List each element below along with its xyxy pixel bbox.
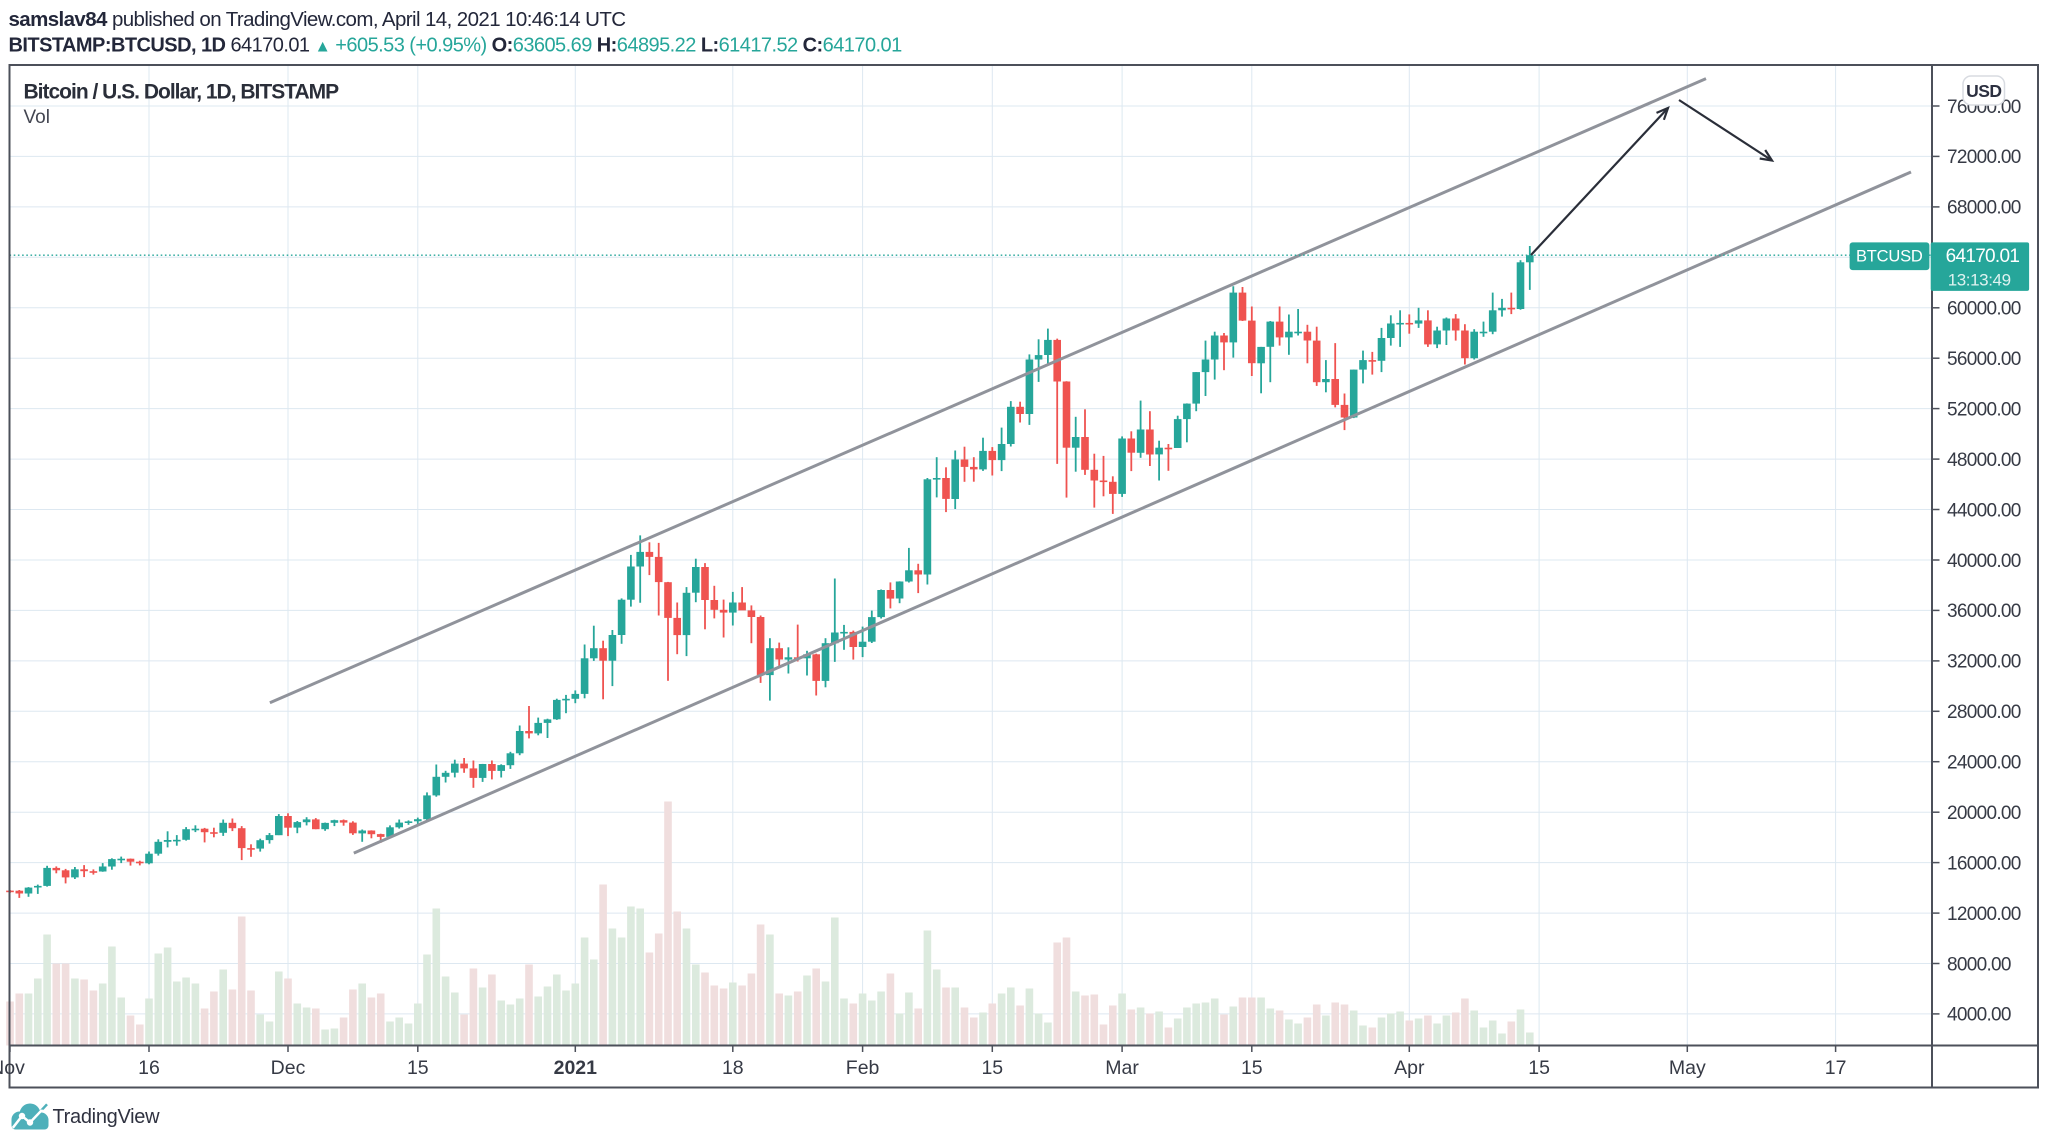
svg-text:May: May [1669, 1057, 1706, 1079]
svg-text:64170.01: 64170.01 [1946, 246, 2020, 267]
svg-text:17: 17 [1825, 1057, 1847, 1079]
svg-text:36000.00: 36000.00 [1947, 601, 2021, 622]
svg-text:18: 18 [722, 1057, 744, 1079]
svg-text:Mar: Mar [1105, 1057, 1139, 1079]
svg-text:68000.00: 68000.00 [1947, 198, 2021, 219]
svg-text:60000.00: 60000.00 [1947, 299, 2021, 320]
svg-text:72000.00: 72000.00 [1947, 147, 2021, 168]
svg-text:20000.00: 20000.00 [1947, 803, 2021, 824]
svg-text:12000.00: 12000.00 [1947, 904, 2021, 925]
svg-text:BTCUSD: BTCUSD [1856, 248, 1923, 266]
svg-text:Vol: Vol [24, 107, 50, 128]
svg-text:15: 15 [1528, 1057, 1550, 1079]
svg-text:44000.00: 44000.00 [1947, 500, 2021, 521]
svg-text:15: 15 [1241, 1057, 1263, 1079]
svg-text:40000.00: 40000.00 [1947, 551, 2021, 572]
svg-text:13:13:49: 13:13:49 [1948, 270, 2011, 289]
svg-text:32000.00: 32000.00 [1947, 652, 2021, 673]
svg-text:4000.00: 4000.00 [1947, 1005, 2011, 1026]
svg-text:16000.00: 16000.00 [1947, 853, 2021, 874]
svg-text:8000.00: 8000.00 [1947, 954, 2011, 975]
svg-text:56000.00: 56000.00 [1947, 349, 2021, 370]
svg-text:Apr: Apr [1394, 1057, 1425, 1079]
svg-text:Bitcoin / U.S. Dollar, 1D, BIT: Bitcoin / U.S. Dollar, 1D, BITSTAMP [24, 81, 340, 104]
svg-text:samslav84 published on Trading: samslav84 published on TradingView.com, … [9, 8, 627, 31]
svg-text:15: 15 [407, 1057, 429, 1079]
svg-text:Dec: Dec [271, 1057, 306, 1079]
svg-text:BITSTAMP:BTCUSD, 1D 64170.01 ▲: BITSTAMP:BTCUSD, 1D 64170.01 ▲ +605.53 (… [9, 35, 903, 57]
svg-text:16: 16 [138, 1057, 160, 1079]
svg-text:TradingView: TradingView [53, 1106, 161, 1128]
svg-text:USD: USD [1966, 81, 2001, 101]
svg-text:24000.00: 24000.00 [1947, 753, 2021, 774]
svg-text:28000.00: 28000.00 [1947, 702, 2021, 723]
svg-text:Nov: Nov [0, 1057, 25, 1079]
svg-text:15: 15 [981, 1057, 1003, 1079]
svg-text:Feb: Feb [846, 1057, 880, 1079]
svg-text:52000.00: 52000.00 [1947, 399, 2021, 420]
svg-text:48000.00: 48000.00 [1947, 450, 2021, 471]
svg-text:2021: 2021 [554, 1057, 598, 1079]
